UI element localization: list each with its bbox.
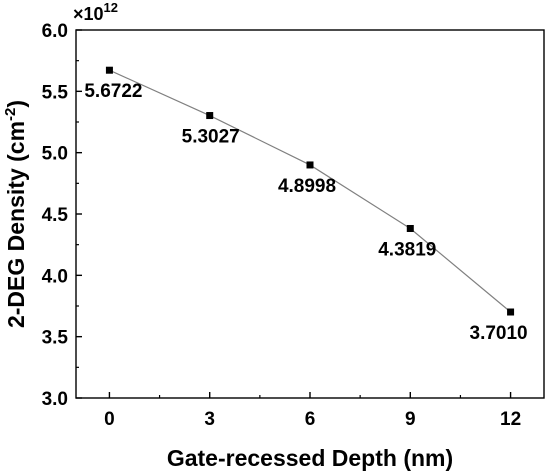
data-label: 5.6722 <box>84 81 142 102</box>
data-point-marker <box>507 308 515 316</box>
y-axis-multiplier-base: ×10 <box>73 4 104 24</box>
x-tick-label: 12 <box>500 409 521 430</box>
x-tick-label: 0 <box>104 409 115 430</box>
x-tick-label: 6 <box>305 409 316 430</box>
data-series: 5.6722 5.3027 4.8998 4.3819 3.7010 <box>84 66 528 344</box>
y-axis-multiplier: ×1012 <box>73 0 118 24</box>
y-tick-label: 4.0 <box>42 266 68 287</box>
x-tick-label: 3 <box>204 409 215 430</box>
y-tick-label: 3.5 <box>42 328 69 349</box>
data-point-marker <box>206 112 214 120</box>
data-label: 4.3819 <box>378 239 436 260</box>
data-label: 5.3027 <box>182 127 240 148</box>
y-tick-label: 6.0 <box>42 21 68 42</box>
y-tick-label: 5.0 <box>42 144 68 165</box>
y-tick-label: 5.5 <box>42 82 69 103</box>
y-axis-title-superscript: -2 <box>2 108 19 121</box>
x-tick-label: 9 <box>405 409 416 430</box>
y-axis-title-close: ) <box>3 100 29 108</box>
y-axis: 3.0 3.5 4.0 4.5 5.0 5.5 6.0 <box>42 21 82 410</box>
data-label: 3.7010 <box>470 323 528 344</box>
data-label: 4.8998 <box>278 176 336 197</box>
y-tick-label: 4.5 <box>42 205 69 226</box>
y-axis-multiplier-exponent: 12 <box>104 0 118 15</box>
data-point-marker <box>105 66 113 74</box>
y-tick-label: 3.0 <box>42 389 68 410</box>
y-axis-title: 2-DEG Density (cm-2) <box>2 100 29 328</box>
y-axis-title-main: 2-DEG Density (cm <box>3 121 29 328</box>
x-axis: 0 3 6 9 12 <box>104 392 521 430</box>
data-point-marker <box>406 224 414 232</box>
x-axis-title: Gate-recessed Depth (nm) <box>167 445 453 471</box>
data-point-marker <box>306 161 314 169</box>
